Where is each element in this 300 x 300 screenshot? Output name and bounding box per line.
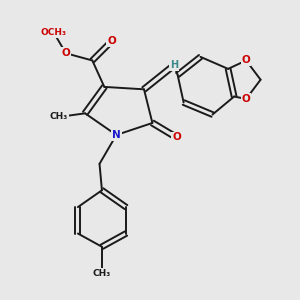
Text: OCH₃: OCH₃	[41, 28, 67, 37]
Text: O: O	[242, 94, 250, 104]
Text: H: H	[170, 60, 178, 70]
Text: O: O	[172, 132, 181, 142]
Text: CH₃: CH₃	[50, 112, 68, 122]
Text: O: O	[107, 36, 116, 46]
Text: O: O	[61, 48, 70, 58]
Text: N: N	[112, 130, 121, 140]
Text: CH₃: CH₃	[93, 269, 111, 278]
Text: O: O	[242, 56, 250, 65]
